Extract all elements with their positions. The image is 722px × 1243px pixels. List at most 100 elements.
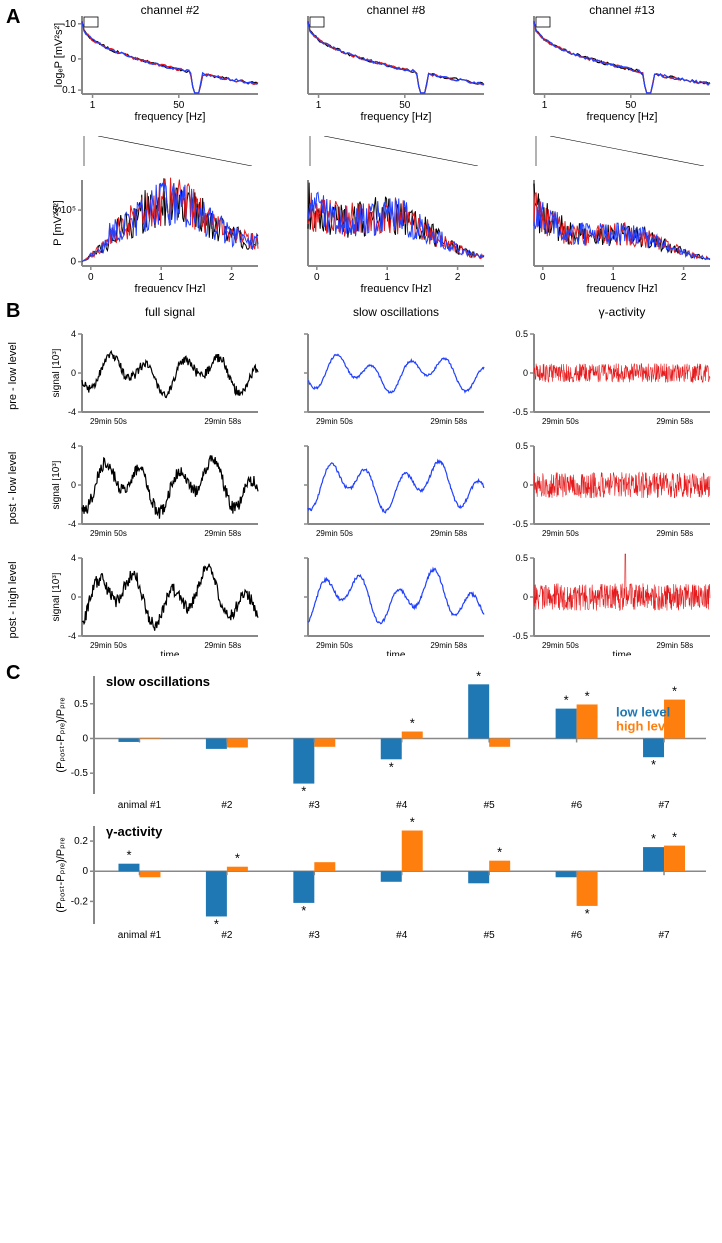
- svg-text:29min 50s: 29min 50s: [90, 641, 127, 650]
- panel-a-connector-2: [504, 136, 716, 166]
- svg-text:animal #1: animal #1: [118, 930, 162, 941]
- svg-text:*: *: [651, 757, 656, 772]
- panel-b-plot-2-0: -404signal [10³]29min 50s29min 58stime: [52, 544, 264, 656]
- panel-b: B full signalslow oscillationsγ-activity…: [6, 304, 716, 656]
- svg-text:0: 0: [70, 54, 76, 65]
- panel-a-top-0: channel #20.1010logₑP [mV²s²]150frequenc…: [52, 6, 264, 136]
- svg-text:(Pₚₒₛₜ-Pₚᵣₑ)/Pₚᵣₑ: (Pₚₒₛₜ-Pₚᵣₑ)/Pₚᵣₑ: [55, 697, 67, 772]
- svg-text:#5: #5: [484, 930, 496, 941]
- svg-text:0: 0: [71, 480, 76, 490]
- svg-text:*: *: [410, 716, 415, 731]
- svg-text:0: 0: [523, 480, 528, 490]
- svg-text:29min 50s: 29min 50s: [542, 529, 579, 538]
- svg-text:10: 10: [65, 19, 77, 30]
- panel-b-title-2: γ-activity: [504, 304, 716, 320]
- svg-text:29min 50s: 29min 50s: [542, 417, 579, 426]
- svg-text:#3: #3: [309, 800, 321, 811]
- svg-text:#4: #4: [396, 800, 408, 811]
- svg-text:2: 2: [229, 272, 235, 283]
- svg-text:#2: #2: [221, 800, 233, 811]
- svg-text:signal [10³]: signal [10³]: [52, 348, 62, 397]
- svg-text:slow oscillations: slow oscillations: [353, 305, 439, 319]
- panel-c: C -0.500.5(Pₚₒₛₜ-Pₚᵣₑ)/Pₚᵣₑslow oscillat…: [6, 666, 716, 946]
- svg-text:γ-activity: γ-activity: [106, 824, 163, 839]
- svg-text:29min 50s: 29min 50s: [316, 641, 353, 650]
- svg-text:time: time: [387, 650, 406, 656]
- figure-root: A channel #20.1010logₑP [mV²s²]150freque…: [0, 0, 722, 950]
- panel-a-bottom-2: 0 1 2 frequency [Hz]: [504, 172, 716, 292]
- svg-text:*: *: [651, 831, 656, 846]
- svg-text:#2: #2: [221, 930, 233, 941]
- svg-text:0: 0: [523, 592, 528, 602]
- panel-c-label: C: [6, 662, 20, 685]
- panel-b-title-1: slow oscillations: [278, 304, 490, 320]
- svg-text:*: *: [564, 693, 569, 708]
- svg-text:*: *: [214, 916, 219, 931]
- svg-text:29min 50s: 29min 50s: [316, 529, 353, 538]
- svg-text:time: time: [161, 650, 180, 656]
- svg-text:*: *: [585, 906, 590, 921]
- svg-text:frequency [Hz]: frequency [Hz]: [587, 111, 658, 123]
- svg-text:29min 58s: 29min 58s: [656, 529, 693, 538]
- panel-a-top-1: channel #8150frequency [Hz]: [278, 6, 490, 136]
- svg-text:*: *: [497, 845, 502, 860]
- svg-text:2: 2: [681, 272, 687, 283]
- svg-text:*: *: [389, 759, 394, 774]
- svg-text:frequency [Hz]: frequency [Hz]: [587, 283, 658, 292]
- svg-text:4: 4: [71, 329, 76, 339]
- svg-text:29min 58s: 29min 58s: [204, 641, 241, 650]
- svg-text:#7: #7: [658, 800, 670, 811]
- svg-text:1: 1: [316, 100, 322, 111]
- svg-text:low level: low level: [616, 704, 670, 719]
- svg-text:0: 0: [523, 368, 528, 378]
- panel-b-title-0: full signal: [52, 304, 264, 320]
- svg-text:1: 1: [610, 272, 616, 283]
- svg-text:29min 58s: 29min 58s: [656, 641, 693, 650]
- panel-b-rowlabel-2: post - high level: [8, 544, 24, 656]
- svg-text:29min 58s: 29min 58s: [430, 529, 467, 538]
- svg-text:29min 50s: 29min 50s: [542, 641, 579, 650]
- panel-a-bottom-1: 012frequency [Hz]: [278, 172, 490, 292]
- svg-text:γ-activity: γ-activity: [599, 305, 646, 319]
- svg-text:-0.2: -0.2: [71, 896, 89, 907]
- svg-text:high level: high level: [616, 718, 676, 733]
- svg-text:*: *: [235, 851, 240, 866]
- svg-text:50: 50: [625, 100, 637, 111]
- svg-text:1: 1: [384, 272, 390, 283]
- panel-b-plot-2-1: 29min 50s 29min 58s time: [278, 544, 490, 656]
- svg-text:*: *: [672, 830, 677, 845]
- svg-text:29min 58s: 29min 58s: [204, 417, 241, 426]
- panel-b-plot-1-2: -0.500.529min 50s29min 58s: [504, 432, 716, 544]
- svg-text:0.5: 0.5: [515, 441, 528, 451]
- svg-text:(Pₚₒₛₜ-Pₚᵣₑ)/Pₚᵣₑ: (Pₚₒₛₜ-Pₚᵣₑ)/Pₚᵣₑ: [55, 837, 67, 912]
- svg-text:29min 50s: 29min 50s: [90, 529, 127, 538]
- svg-text:*: *: [301, 903, 306, 918]
- svg-text:50: 50: [399, 100, 411, 111]
- svg-text:0: 0: [88, 272, 94, 283]
- svg-text:*: *: [672, 684, 677, 699]
- svg-text:1: 1: [542, 100, 548, 111]
- svg-text:full signal: full signal: [145, 305, 195, 319]
- svg-text:29min 58s: 29min 58s: [430, 641, 467, 650]
- svg-text:-4: -4: [68, 407, 76, 417]
- svg-text:slow oscillations: slow oscillations: [106, 674, 210, 689]
- svg-text:29min 50s: 29min 50s: [90, 417, 127, 426]
- svg-text:0: 0: [540, 272, 546, 283]
- svg-text:4: 4: [71, 553, 76, 563]
- svg-text:post - low level: post - low level: [8, 452, 19, 525]
- svg-text:-0.5: -0.5: [512, 631, 528, 641]
- svg-text:0.2: 0.2: [74, 836, 88, 847]
- panel-c-slow: -0.500.5(Pₚₒₛₜ-Pₚᵣₑ)/Pₚᵣₑslow oscillatio…: [52, 666, 712, 816]
- svg-text:2: 2: [455, 272, 461, 283]
- svg-text:animal #1: animal #1: [118, 800, 162, 811]
- svg-text:frequency [Hz]: frequency [Hz]: [135, 283, 206, 292]
- svg-text:4: 4: [71, 441, 76, 451]
- panel-a: A channel #20.1010logₑP [mV²s²]150freque…: [6, 6, 716, 292]
- svg-text:*: *: [126, 848, 131, 863]
- svg-text:frequency [Hz]: frequency [Hz]: [361, 111, 432, 123]
- panel-c-gamma: -0.200.2(Pₚₒₛₜ-Pₚᵣₑ)/Pₚᵣₑγ-activity*anim…: [52, 816, 712, 946]
- svg-text:0.5: 0.5: [515, 553, 528, 563]
- svg-text:0: 0: [82, 733, 88, 744]
- svg-text:0: 0: [71, 592, 76, 602]
- svg-text:post - high level: post - high level: [8, 561, 19, 638]
